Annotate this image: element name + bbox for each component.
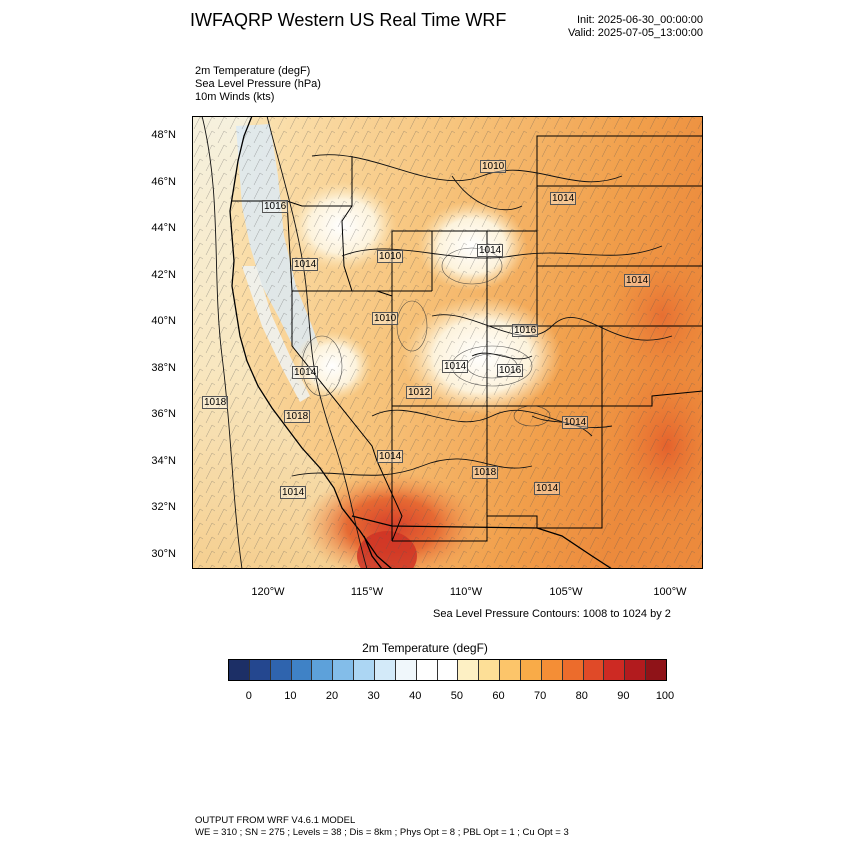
isobar-label: 1018 — [472, 466, 499, 479]
colorbar-box — [354, 660, 376, 680]
lon-label: 105°W — [549, 586, 583, 598]
footer-config: WE = 310 ; SN = 275 ; Levels = 38 ; Dis … — [195, 827, 569, 838]
field-label-pressure: Sea Level Pressure (hPa) — [195, 78, 321, 90]
colorbar-box — [604, 660, 626, 680]
lat-label: 38°N — [151, 362, 176, 374]
colorbar-box — [437, 660, 459, 680]
colorbar-tick-label: 60 — [492, 690, 505, 702]
wind-barbs — [192, 116, 703, 569]
isobar-label: 1010 — [372, 312, 399, 325]
colorbar-box — [333, 660, 355, 680]
isobar-label: 1014 — [377, 450, 404, 463]
colorbar-tick-label: 70 — [534, 690, 547, 702]
lat-label: 32°N — [151, 501, 176, 513]
state-borders — [232, 135, 703, 542]
colorbar-tick-label: 100 — [655, 690, 675, 702]
colorbar-tick-label: 10 — [284, 690, 297, 702]
lat-label: 42°N — [151, 269, 176, 281]
colorbar-box — [375, 660, 396, 680]
colorbar-box — [541, 660, 563, 680]
isobar-label: 1010 — [377, 250, 404, 263]
isobar-label: 1012 — [406, 386, 433, 399]
colorbar-tick-label: 30 — [367, 690, 380, 702]
contour-note: Sea Level Pressure Contours: 1008 to 102… — [433, 608, 671, 620]
isobar-label: 1014 — [562, 416, 589, 429]
colorbar-box — [500, 660, 522, 680]
colorbar-box — [521, 660, 542, 680]
colorbar-tick-label: 20 — [325, 690, 339, 702]
colorbar-tick-label: 80 — [575, 690, 588, 702]
isobar-label: 1016 — [497, 364, 524, 377]
isobar-label: 1016 — [512, 324, 539, 337]
colorbar-tick-label: 50 — [450, 690, 464, 702]
field-label-winds: 10m Winds (kts) — [195, 91, 275, 103]
lat-label: 36°N — [151, 408, 176, 420]
lon-label: 110°W — [449, 586, 483, 598]
lat-label: 48°N — [151, 129, 176, 141]
isobars — [201, 116, 673, 569]
valid-time: Valid: 2025-07-05_13:00:00 — [568, 27, 703, 39]
weather-map: 1010 1014 1016 1014 1014 1014 1010 1010 1016 1014… — [192, 116, 703, 569]
isobar-label: 1014 — [624, 274, 651, 287]
lat-label: 44°N — [151, 222, 176, 234]
field-label-temperature: 2m Temperature (degF) — [195, 65, 311, 77]
isobar-label: 1014 — [280, 486, 307, 499]
colorbar-box — [395, 660, 417, 680]
colorbar-tick-label: 90 — [617, 690, 630, 702]
colorbar-box — [270, 660, 292, 680]
lat-label: 34°N — [151, 455, 176, 467]
isobar-label: 1014 — [292, 366, 319, 379]
lon-label: 100°W — [653, 586, 687, 598]
isobar-label: 1014 — [534, 482, 561, 495]
isobar-label: 1014 — [550, 192, 577, 205]
colorbar-box — [583, 660, 605, 680]
colorbar-box — [562, 660, 584, 680]
isobar-label: 1016 — [262, 200, 289, 213]
colorbar-box — [625, 660, 647, 680]
colorbar-box — [249, 660, 271, 680]
isobar-label: 1018 — [284, 410, 311, 423]
lon-label: 120°W — [251, 586, 285, 598]
colorbar-title: 2m Temperature (degF) — [362, 641, 488, 655]
isobar-label: 1018 — [202, 396, 229, 409]
lat-label: 40°N — [151, 315, 176, 327]
coastline — [229, 116, 613, 569]
colorbar — [228, 659, 667, 681]
colorbar-tick-label: 0 — [245, 690, 252, 702]
lat-label: 46°N — [151, 176, 176, 188]
colorbar-box — [416, 660, 438, 680]
init-time: Init: 2025-06-30_00:00:00 — [577, 14, 703, 26]
plot-title: IWFAQRP Western US Real Time WRF — [190, 10, 507, 30]
isobar-label: 1014 — [442, 360, 469, 373]
colorbar-box — [312, 660, 334, 680]
colorbar-tick-label: 40 — [409, 690, 422, 702]
lat-label: 30°N — [151, 548, 176, 560]
footer-model: OUTPUT FROM WRF V4.6.1 MODEL — [195, 815, 356, 826]
colorbar-box — [479, 660, 501, 680]
colorbar-box — [458, 660, 480, 680]
colorbar-box — [646, 660, 667, 680]
isobar-label: 1014 — [292, 258, 319, 271]
colorbar-box — [229, 660, 250, 680]
isobar-label: 1014 — [477, 244, 504, 257]
colorbar-box — [291, 660, 313, 680]
isobar-label: 1010 — [480, 160, 507, 173]
lon-label: 115°W — [350, 586, 384, 598]
